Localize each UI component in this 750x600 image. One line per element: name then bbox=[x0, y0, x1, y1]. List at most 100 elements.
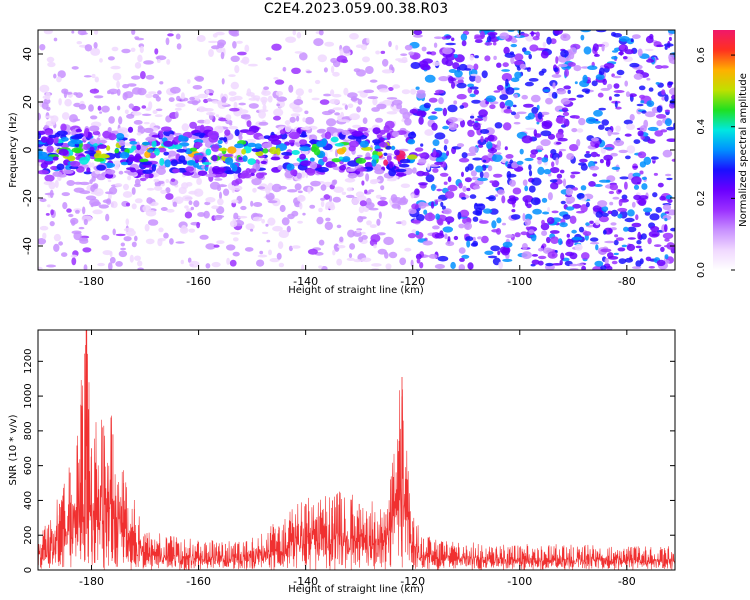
spectrogram-signal-cell bbox=[163, 140, 174, 147]
spectrogram-cell bbox=[521, 243, 528, 250]
spectrogram-cell bbox=[629, 62, 640, 68]
spectrogram-cell bbox=[109, 251, 113, 257]
spectrogram-cell bbox=[605, 179, 611, 183]
spectrogram-cell bbox=[570, 171, 581, 175]
spectrogram-cell bbox=[473, 63, 479, 71]
spectrogram-cell bbox=[571, 128, 578, 133]
spectrogram-cell bbox=[576, 193, 585, 199]
spectrogram-cell bbox=[102, 199, 111, 204]
spectrogram-cell bbox=[537, 111, 543, 120]
spectrogram-cell bbox=[49, 189, 54, 199]
spectrogram-cell bbox=[614, 93, 620, 97]
spectrogram-signal-cell bbox=[407, 139, 416, 145]
spectrogram-cell bbox=[519, 148, 524, 155]
x-tick-label: -80 bbox=[618, 275, 636, 288]
spectrogram-cell bbox=[474, 75, 482, 84]
spectrogram-cell bbox=[638, 195, 649, 200]
spectrogram-signal-cell bbox=[374, 168, 385, 175]
spectrogram-cell bbox=[327, 109, 336, 114]
spectrogram-cell bbox=[56, 76, 62, 83]
spectrogram-cell bbox=[285, 36, 297, 43]
spectrogram-cell bbox=[645, 48, 654, 52]
spectrogram-cell bbox=[613, 252, 619, 256]
spectrogram-cell bbox=[572, 187, 578, 191]
spectrogram-cell bbox=[580, 185, 587, 191]
spectrogram-cell bbox=[567, 62, 576, 67]
spectrogram-cell bbox=[375, 50, 380, 55]
spectrogram-cell bbox=[489, 208, 499, 215]
spectrogram-cell bbox=[467, 129, 475, 138]
spectrogram-cell bbox=[44, 174, 55, 182]
spectrogram-cell bbox=[448, 122, 458, 131]
spectrogram-cell bbox=[434, 200, 439, 205]
spectrogram-cell bbox=[318, 265, 323, 269]
spectrogram-cell bbox=[250, 200, 254, 207]
spectrogram-cell bbox=[569, 52, 575, 60]
spectrogram-cell bbox=[666, 138, 675, 142]
spectrogram-cell bbox=[125, 202, 131, 207]
spectrogram-cell bbox=[307, 186, 311, 194]
spectrogram-cell bbox=[341, 191, 347, 195]
spectrogram-signal-cell bbox=[130, 167, 136, 173]
spectrogram-cell bbox=[97, 105, 102, 111]
spectrogram-cell bbox=[53, 233, 62, 242]
spectrogram-cell bbox=[184, 211, 193, 219]
spectrogram-cell bbox=[484, 55, 491, 62]
spectrogram-signal-cell bbox=[115, 133, 125, 140]
spectrogram-cell bbox=[560, 252, 565, 261]
spectrogram-cell bbox=[278, 262, 285, 268]
spectrogram-cell bbox=[662, 204, 672, 211]
spectrogram-cell bbox=[470, 73, 478, 77]
spectrogram-cell bbox=[467, 83, 475, 88]
spectrogram-cell bbox=[502, 241, 513, 248]
spectrogram-cell bbox=[493, 55, 497, 61]
spectrogram-cell bbox=[166, 59, 171, 65]
spectrogram-cell bbox=[332, 71, 340, 77]
spectrogram-cell bbox=[536, 145, 543, 151]
spectrogram-cell bbox=[617, 247, 626, 252]
spectrogram-cell bbox=[154, 185, 163, 191]
spectrogram-cell bbox=[593, 184, 603, 187]
spectrogram-signal-cell bbox=[306, 168, 316, 176]
spectrogram-cell bbox=[589, 242, 600, 245]
spectrogram-signal-cell bbox=[223, 153, 233, 158]
spectrogram-cell bbox=[597, 92, 604, 98]
spectrogram-cell bbox=[512, 104, 517, 108]
spectrogram-cell bbox=[203, 210, 210, 219]
spectrogram-cell bbox=[339, 236, 344, 243]
x-tick-label: -180 bbox=[79, 275, 104, 288]
spectrogram-cell bbox=[465, 236, 474, 242]
spectrogram-cell bbox=[148, 101, 153, 110]
spectrogram-signal-cell bbox=[242, 155, 248, 162]
spectrogram-cell bbox=[583, 46, 592, 55]
spectrogram-cell bbox=[401, 220, 407, 226]
spectrogram-cell bbox=[469, 93, 476, 98]
spectrogram-cell bbox=[664, 238, 670, 242]
spectrogram-cell bbox=[196, 177, 203, 185]
spectrogram-cell bbox=[90, 47, 101, 56]
spectrogram-cell bbox=[136, 132, 142, 136]
spectrogram-signal-cell bbox=[331, 158, 342, 163]
spectrogram-cell bbox=[508, 195, 516, 200]
spectrogram-cell bbox=[497, 250, 501, 256]
spectrogram-cell bbox=[558, 63, 568, 68]
spectrogram-cell bbox=[559, 169, 565, 174]
spectrogram-signal-cell bbox=[359, 140, 369, 148]
spectrogram-cell bbox=[174, 111, 179, 119]
spectrogram-cell bbox=[513, 60, 525, 66]
spectrogram-cell bbox=[664, 254, 669, 260]
spectrogram-cell bbox=[560, 200, 566, 205]
x-tick-label: -140 bbox=[293, 575, 318, 588]
spectrogram-cell bbox=[252, 187, 257, 193]
spectrogram-cell bbox=[146, 187, 155, 191]
spectrogram-cell bbox=[431, 111, 437, 114]
spectrogram-cell bbox=[53, 243, 60, 252]
spectrogram-signal-cell bbox=[338, 156, 344, 160]
spectrogram-cell bbox=[513, 93, 519, 99]
spectrogram-cell bbox=[221, 78, 225, 85]
spectrogram-signal-cell bbox=[151, 164, 157, 172]
spectrogram-cell bbox=[232, 95, 243, 101]
spectrogram-cell bbox=[320, 200, 325, 208]
spectrogram-cell bbox=[170, 86, 181, 94]
spectrogram-cell bbox=[472, 185, 481, 190]
